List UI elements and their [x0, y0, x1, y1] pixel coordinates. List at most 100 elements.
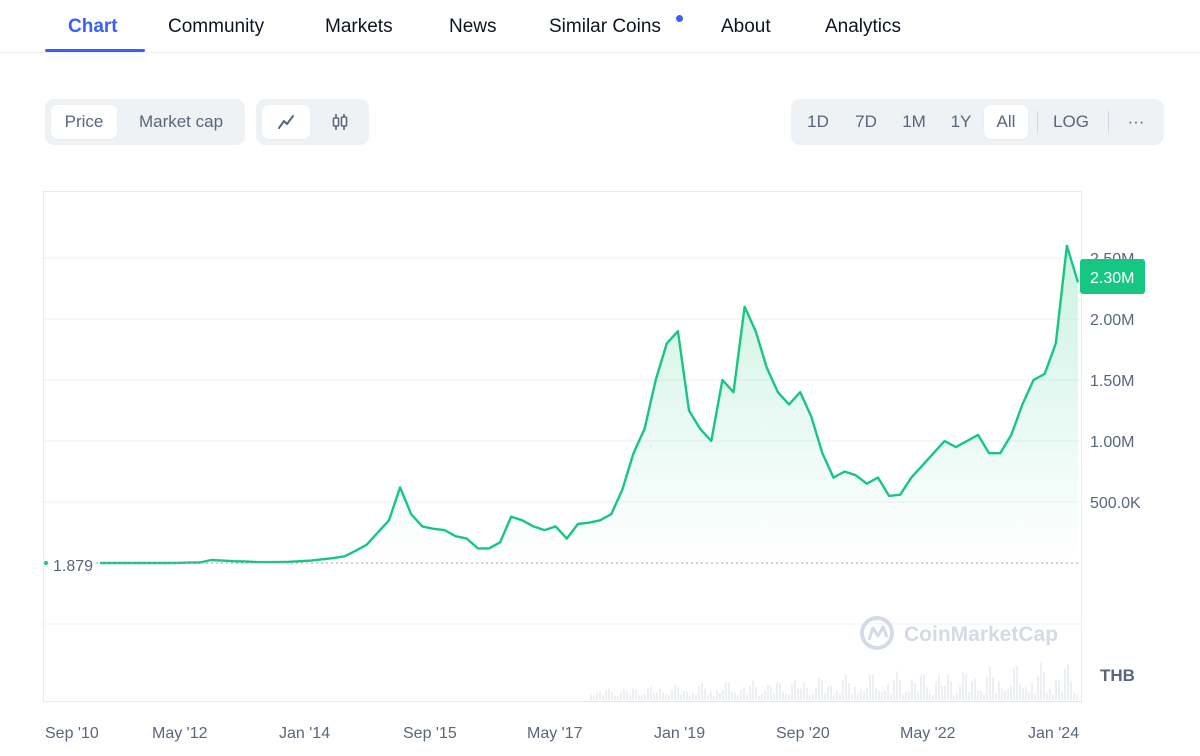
volume-bar: [746, 694, 748, 700]
volume-bar: [719, 692, 721, 700]
volume-bar: [983, 693, 985, 700]
volume-bar: [647, 688, 649, 700]
volume-bar: [1007, 689, 1009, 700]
volume-bar: [977, 691, 979, 700]
volume-bar: [620, 692, 622, 700]
price-chart-area[interactable]: [43, 191, 1082, 702]
volume-bar: [713, 695, 715, 700]
volume-bar: [1010, 685, 1012, 700]
volume-bar: [824, 693, 826, 700]
volume-bar: [830, 685, 832, 700]
volume-bar: [605, 690, 607, 700]
range-1m-button[interactable]: 1M: [902, 112, 926, 131]
tab-chart[interactable]: Chart: [68, 16, 118, 37]
y-tick-label: 1.00M: [1090, 434, 1134, 451]
volume-bar: [839, 693, 841, 700]
tab-similar-coins[interactable]: Similar Coins: [549, 16, 661, 37]
volume-bar: [902, 694, 904, 700]
volume-bar: [1034, 693, 1036, 700]
volume-bar: [758, 695, 760, 700]
metric-toggle: Price Market cap: [45, 99, 245, 145]
volume-bar: [959, 686, 961, 700]
tab-community[interactable]: Community: [168, 16, 265, 37]
volume-bar: [683, 690, 685, 700]
volume-bar: [1061, 691, 1063, 700]
price-area-fill: [100, 245, 1078, 564]
volume-bar: [962, 672, 964, 700]
volume-bar: [608, 688, 610, 700]
volume-bar: [728, 682, 730, 700]
volume-bar: [602, 695, 604, 700]
volume-bar: [950, 681, 952, 700]
price-button[interactable]: Price: [51, 105, 117, 139]
volume-bar: [881, 691, 883, 700]
volume-bar: [998, 681, 1000, 700]
volume-bar: [704, 688, 706, 700]
line-chart-icon: [278, 115, 294, 129]
tab-about[interactable]: About: [721, 16, 771, 37]
volume-bar: [938, 674, 940, 700]
volume-bar: [731, 691, 733, 700]
current-price-badge: [1080, 259, 1145, 294]
volume-bar: [944, 685, 946, 700]
volume-bar: [920, 675, 922, 700]
tab-news[interactable]: News: [449, 16, 497, 37]
volume-bar: [656, 691, 658, 700]
volume-bar: [740, 689, 742, 700]
volume-bar: [857, 693, 859, 700]
volume-bar: [653, 692, 655, 700]
volume-bar: [986, 675, 988, 700]
volume-bar: [965, 673, 967, 700]
x-tick-label: Jan '14: [279, 725, 330, 742]
volume-bar: [803, 682, 805, 700]
tab-analytics[interactable]: Analytics: [825, 16, 902, 37]
volume-bar: [941, 685, 943, 700]
range-1d-button[interactable]: 1D: [807, 112, 829, 131]
volume-bar: [644, 694, 646, 700]
candlestick-button[interactable]: [316, 105, 364, 139]
volume-bar: [614, 695, 616, 700]
volume-bar: [908, 691, 910, 700]
volume-bar: [896, 671, 898, 700]
volume-bar: [626, 691, 628, 700]
volume-bar: [911, 680, 913, 700]
range-all-button[interactable]: All: [984, 105, 1028, 139]
volume-bar: [935, 681, 937, 700]
market-cap-button[interactable]: Market cap: [138, 112, 224, 131]
volume-bar: [905, 691, 907, 700]
more-options-button[interactable]: ···: [1127, 112, 1145, 131]
log-scale-button[interactable]: LOG: [1053, 112, 1089, 131]
volume-bar: [1058, 679, 1060, 700]
volume-bar: [1076, 694, 1078, 700]
volume-bar: [692, 692, 694, 700]
line-chart-button[interactable]: [262, 105, 310, 139]
tab-bar: Chart Community Markets News Similar Coi…: [0, 0, 1200, 53]
volume-bar: [659, 688, 661, 700]
x-tick-label: Jan '19: [654, 725, 705, 742]
volume-bar: [866, 687, 868, 700]
volume-bar: [845, 674, 847, 700]
volume-bar: [947, 674, 949, 700]
volume-bar: [893, 680, 895, 700]
volume-bar: [689, 694, 691, 700]
volume-bar: [665, 694, 667, 700]
volume-bar: [863, 690, 865, 700]
volume-bar: [611, 691, 613, 700]
volume-bar: [671, 690, 673, 700]
volume-bar: [797, 689, 799, 700]
volume-bar: [1004, 690, 1006, 700]
volume-bar: [854, 686, 856, 700]
range-1y-button[interactable]: 1Y: [950, 112, 972, 131]
divider: [1108, 111, 1109, 133]
currency-label: THB: [1100, 666, 1135, 685]
volume-bar: [770, 686, 772, 700]
volume-bar: [971, 681, 973, 700]
notification-dot: [676, 15, 683, 22]
range-7d-button[interactable]: 7D: [855, 112, 877, 131]
x-tick-label: Jan '24: [1028, 725, 1079, 742]
volume-bar: [812, 694, 814, 700]
volume-bar: [1037, 676, 1039, 700]
tab-markets[interactable]: Markets: [325, 16, 393, 37]
volume-bar: [716, 690, 718, 700]
y-tick-label: 2.00M: [1090, 312, 1134, 329]
